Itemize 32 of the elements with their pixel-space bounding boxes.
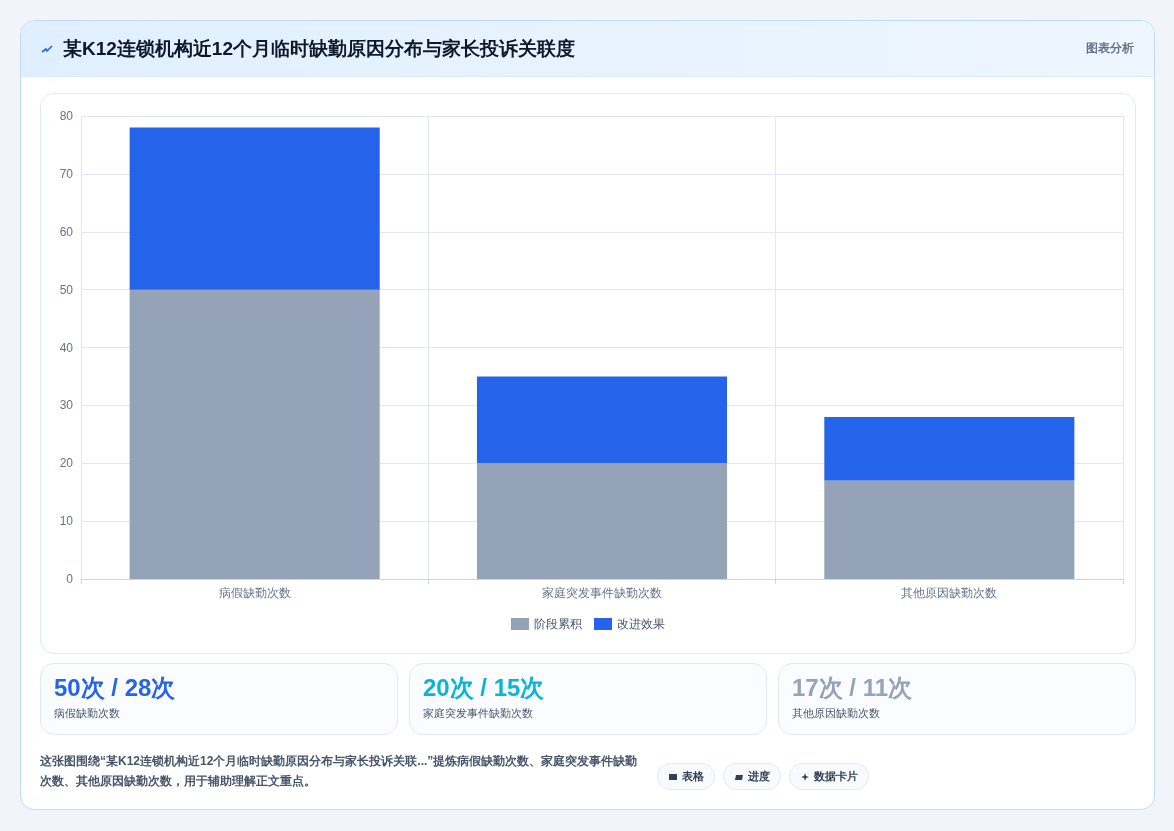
text: 表格 [657,763,715,790]
x-tick-label: 其他原因缺勤次数 [901,586,998,600]
y-tick-label: 30 [59,398,74,413]
text: 图表分析 [1086,40,1134,57]
text: 进度 [723,763,781,790]
y-tick-label: 60 [59,224,74,239]
y-tick-label: 80 [59,109,74,123]
bar [476,376,728,464]
text: 数据卡片 [789,763,869,790]
legend-label: 改进效果 [617,617,665,631]
y-tick-label: 20 [59,456,74,471]
x-tick-label: 家庭突发事件缺勤次数 [542,586,662,600]
y-tick-label: 40 [59,340,74,355]
bar [824,416,1075,481]
legend-label: 阶段累积 [534,617,582,631]
bar [824,480,1075,579]
bar [476,463,728,579]
y-tick-label: 50 [59,282,74,297]
text: 家庭突发事件缺勤次数 [423,706,534,721]
text: 其他原因缺勤次数 [792,706,881,721]
chart-title: 某K12连锁机构近12个月临时缺勤原因分布与家长投诉关联度 [63,36,576,61]
text: 20次 / 15次 [423,674,546,702]
bar [129,127,380,290]
y-tick-label: 70 [59,166,74,181]
text: 这张图围绕“某K12连锁机构近12个月临时缺勤原因分布与家长投诉关联...”提炼病假缺勤次数、家庭突发事件缺勤次数、其他原因缺勤次数，用于辅助理解正文重点。 [40,753,639,790]
text: 17次 / 11次 [792,674,914,702]
x-tick-label: 病假缺勤次数 [218,586,291,600]
y-tick-label: 10 [59,514,74,529]
text: 病假缺勤次数 [54,706,121,721]
y-tick-label: 0 [66,572,74,586]
bar [129,289,380,579]
text: 50次 / 28次 [54,674,177,702]
